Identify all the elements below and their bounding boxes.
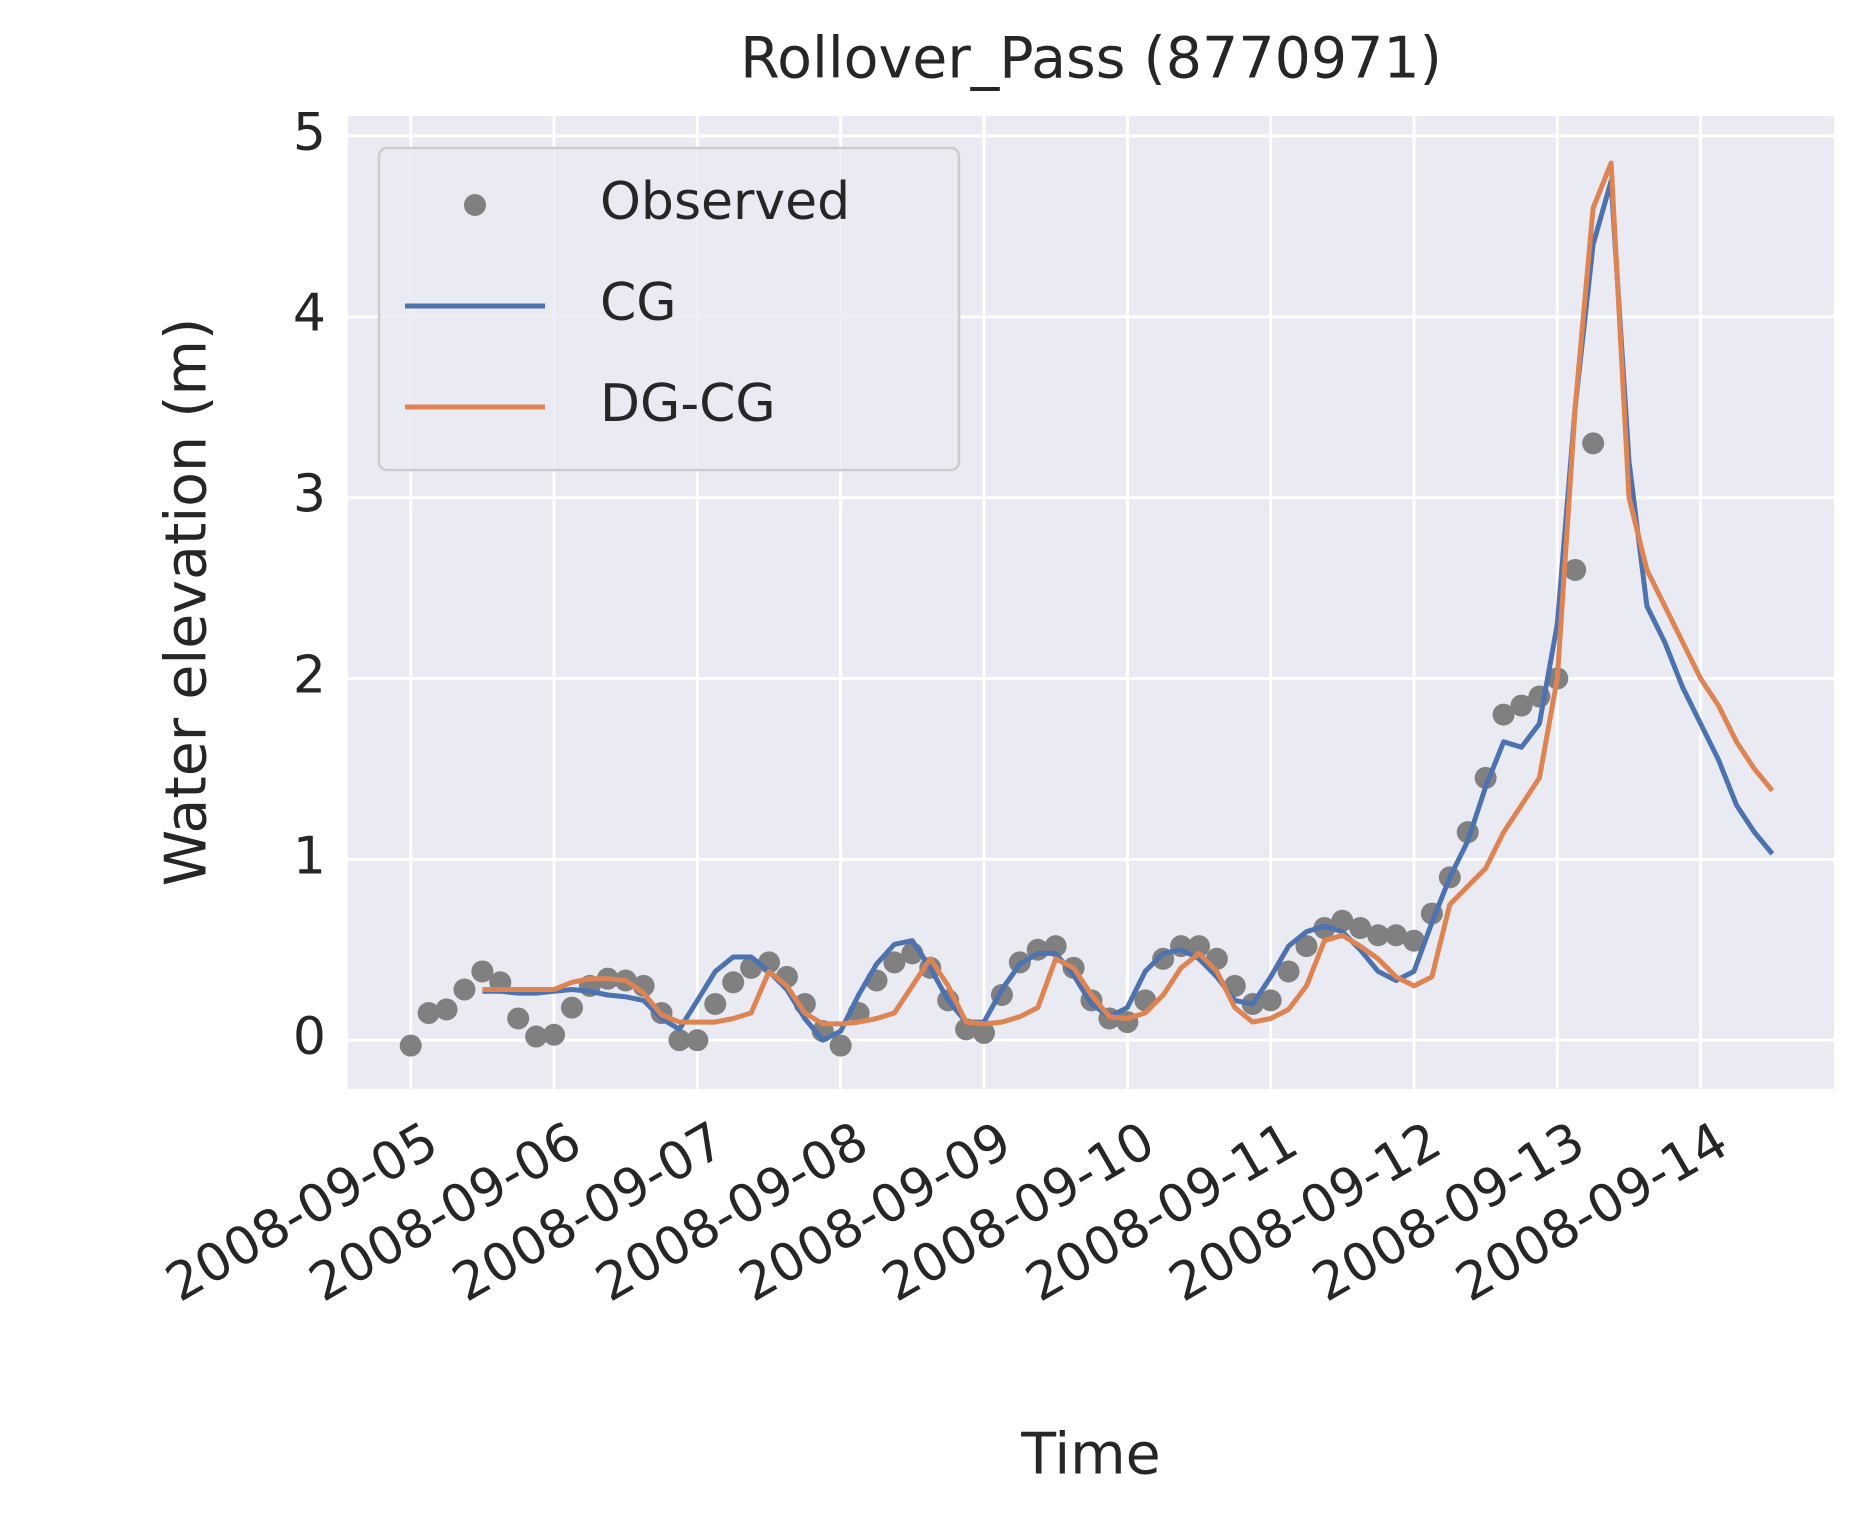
observed-point bbox=[704, 992, 727, 1015]
observed-point bbox=[973, 1021, 996, 1044]
observed-point bbox=[1510, 694, 1533, 717]
observed-point bbox=[1367, 924, 1390, 947]
observed-point bbox=[1277, 960, 1300, 983]
observed-point bbox=[829, 1034, 852, 1057]
observed-point bbox=[399, 1034, 422, 1057]
y-tick-label: 0 bbox=[293, 1007, 326, 1067]
series-line bbox=[482, 160, 1775, 1027]
observed-point bbox=[1295, 935, 1318, 958]
legend-label: DG-CG bbox=[600, 374, 776, 434]
observed-point bbox=[686, 1029, 709, 1052]
observed-point bbox=[543, 1023, 566, 1046]
observed-point bbox=[471, 960, 494, 983]
observed-point bbox=[453, 978, 476, 1001]
chart-title: Rollover_Pass (8770971) bbox=[740, 26, 1442, 92]
observed-point bbox=[668, 1029, 691, 1052]
observed-point bbox=[1385, 924, 1408, 947]
observed-point bbox=[1259, 989, 1282, 1012]
observed-point bbox=[1582, 432, 1605, 455]
observed-point bbox=[1402, 929, 1425, 952]
observed-point bbox=[1564, 558, 1587, 581]
observed-point bbox=[1492, 703, 1515, 726]
y-tick-label: 4 bbox=[293, 284, 326, 344]
x-axis-label: Time bbox=[1020, 1422, 1161, 1488]
observed-point bbox=[1331, 909, 1354, 932]
legend-marker bbox=[464, 194, 486, 216]
observed-point bbox=[560, 996, 583, 1019]
y-tick-label: 5 bbox=[293, 103, 326, 163]
observed-point bbox=[525, 1025, 548, 1048]
legend-label: CG bbox=[600, 273, 677, 333]
observed-point bbox=[435, 998, 458, 1021]
y-tick-label: 3 bbox=[293, 465, 326, 525]
legend: Observed CG DG-CG bbox=[377, 146, 961, 472]
observed-point bbox=[507, 1007, 530, 1030]
y-tick-label: 2 bbox=[293, 645, 326, 705]
series-line bbox=[482, 178, 1775, 1043]
observed-point bbox=[1349, 917, 1372, 940]
y-axis-label: Water elevation (m) bbox=[154, 318, 220, 887]
marks bbox=[399, 160, 1775, 1057]
legend-label: Observed bbox=[600, 172, 850, 232]
observed-point bbox=[722, 971, 745, 994]
observed-point bbox=[883, 951, 906, 974]
observed-point bbox=[417, 1002, 440, 1025]
legend-box bbox=[377, 146, 961, 472]
y-tick-label: 1 bbox=[293, 826, 326, 886]
observed-point bbox=[1187, 935, 1210, 958]
